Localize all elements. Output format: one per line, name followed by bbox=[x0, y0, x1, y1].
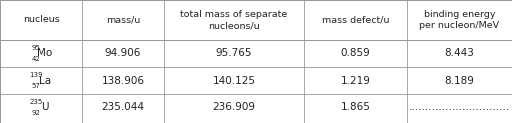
Text: ..............................: .............................. bbox=[409, 102, 510, 113]
Text: 8.189: 8.189 bbox=[444, 76, 475, 85]
Text: 1.219: 1.219 bbox=[340, 76, 371, 85]
Text: Mo: Mo bbox=[37, 48, 53, 59]
Text: 94.906: 94.906 bbox=[105, 48, 141, 59]
Text: 235: 235 bbox=[29, 99, 42, 105]
Text: nucleus: nucleus bbox=[23, 15, 59, 24]
Text: 138.906: 138.906 bbox=[101, 76, 144, 85]
Text: 1.865: 1.865 bbox=[340, 102, 371, 113]
Text: 236.909: 236.909 bbox=[212, 102, 255, 113]
Text: total mass of separate
nucleons/u: total mass of separate nucleons/u bbox=[180, 10, 288, 30]
Text: 95: 95 bbox=[32, 45, 40, 51]
Text: 57: 57 bbox=[32, 83, 40, 89]
Text: binding energy
per nucleon/MeV: binding energy per nucleon/MeV bbox=[419, 10, 500, 30]
Text: 8.443: 8.443 bbox=[444, 48, 475, 59]
Text: 92: 92 bbox=[32, 110, 40, 116]
Text: 235.044: 235.044 bbox=[101, 102, 144, 113]
Text: 95.765: 95.765 bbox=[216, 48, 252, 59]
Text: 139: 139 bbox=[29, 72, 42, 78]
Text: mass defect/u: mass defect/u bbox=[322, 15, 389, 24]
Text: mass/u: mass/u bbox=[106, 15, 140, 24]
Text: La: La bbox=[39, 76, 51, 85]
Text: 140.125: 140.125 bbox=[212, 76, 255, 85]
Text: 42: 42 bbox=[32, 56, 40, 62]
Text: 0.859: 0.859 bbox=[340, 48, 370, 59]
Text: U: U bbox=[41, 102, 49, 113]
